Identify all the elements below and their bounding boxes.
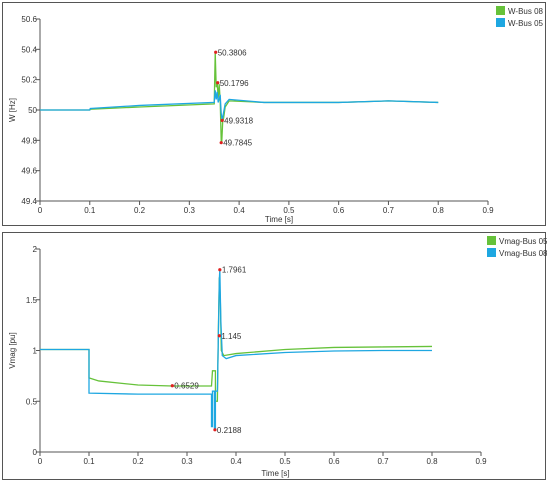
- chart-2-series-line-1: [40, 277, 433, 402]
- chart-2-annotation-marker: [170, 384, 174, 388]
- chart-1-x-tick-label: 0.6: [333, 206, 345, 215]
- chart-1-y-tick-label: 49.6: [21, 167, 37, 176]
- chart-1-series-line-2: [40, 90, 439, 121]
- chart-2-x-tick-label: 0.9: [475, 457, 487, 466]
- chart-2-annotation-label: 0.2188: [217, 426, 242, 435]
- chart-2-y-tick-label: 1: [33, 347, 38, 356]
- chart-2-y-tick-label: 0.5: [26, 397, 38, 406]
- chart-2-annotation-marker: [218, 268, 222, 272]
- chart-1-x-tick-label: 0.7: [383, 206, 395, 215]
- chart-2-legend-label: Vmag-Bus 05: [499, 237, 547, 246]
- chart-2-x-tick-label: 0.5: [279, 457, 291, 466]
- chart-2-y-tick-label: 2: [33, 245, 38, 254]
- chart-1-x-tick-label: 0.1: [84, 206, 96, 215]
- chart-1-x-tick-label: 0.5: [283, 206, 295, 215]
- chart-1-annotation-label: 49.7845: [223, 139, 252, 148]
- chart-1-y-tick-label: 49.4: [21, 197, 37, 206]
- chart-2-annotation-marker: [217, 334, 221, 338]
- chart-2-annotation-marker: [213, 428, 217, 432]
- chart-1-annotation-marker: [219, 141, 223, 145]
- chart-2-legend-label: Vmag-Bus 08: [499, 249, 547, 258]
- chart-1-legend-label: W-Bus 08: [508, 7, 544, 16]
- chart-1-x-tick-label: 0.2: [134, 206, 146, 215]
- chart-2-annotation-label: 0.6529: [174, 382, 199, 391]
- chart-1-y-tick-label: 49.8: [21, 136, 37, 145]
- chart-1-annotation-label: 50.1796: [220, 79, 249, 88]
- chart-1-annotation-marker: [220, 118, 224, 122]
- voltage-chart-panel: 0 0.1 0.2 0.3 0.4 0.5 0.6 0.7 0.8 0.9 0 0.5 1 1.5 2 Tim…: [2, 232, 547, 480]
- chart-2-y-tick-label: 1.5: [26, 296, 38, 305]
- chart-2-annotation-label: 1.145: [221, 332, 242, 341]
- chart-1-x-tick-label: 0.9: [482, 206, 494, 215]
- chart-2-legend-swatch: [487, 248, 496, 257]
- chart-2-series-line-2: [40, 269, 432, 431]
- chart-2-x-axis-label: Time [s]: [261, 469, 289, 478]
- chart-2-annotation-label: 1.7961: [222, 266, 247, 275]
- chart-2-y-tick-label: 0: [33, 448, 38, 457]
- chart-2-x-tick-label: 0.8: [426, 457, 438, 466]
- chart-1-y-tick-label: 50.2: [21, 76, 37, 85]
- chart-1-legend-swatch: [496, 18, 505, 27]
- chart-1-y-tick-label: 50.4: [21, 45, 37, 54]
- chart-2-legend-swatch: [487, 236, 496, 245]
- chart-1-y-tick-label: 50.6: [21, 15, 37, 24]
- chart-1-y-axis-label: W [Hz]: [8, 98, 17, 122]
- chart-2-x-tick-label: 0: [38, 457, 43, 466]
- chart-1-annotation-marker: [216, 81, 220, 85]
- chart-1-y-tick-label: 50: [28, 106, 37, 115]
- chart-1-annotation-label: 49.9318: [224, 116, 253, 125]
- chart-1-x-tick-label: 0: [38, 206, 43, 215]
- chart-1-x-axis-label: Time [s]: [265, 215, 293, 224]
- chart-2-x-tick-label: 0.2: [132, 457, 144, 466]
- chart-2-x-tick-label: 0.1: [83, 457, 95, 466]
- chart-2-y-axis-label: Vmag [pu]: [8, 332, 17, 368]
- chart-2-x-tick-label: 0.3: [181, 457, 193, 466]
- chart-2-x-tick-label: 0.7: [377, 457, 389, 466]
- frequency-chart-panel: 0 0.1 0.2 0.3 0.4 0.5 0.6 0.7 0.8 0.9 49.4 49.6 49.8…: [2, 2, 546, 226]
- chart-1-x-tick-label: 0.4: [234, 206, 246, 215]
- chart-1-annotation-marker: [214, 50, 218, 54]
- frequency-chart: 0 0.1 0.2 0.3 0.4 0.5 0.6 0.7 0.8 0.9 49.4 49.6 49.8…: [8, 6, 544, 224]
- voltage-chart: 0 0.1 0.2 0.3 0.4 0.5 0.6 0.7 0.8 0.9 0 0.5 1 1.5 2 Tim…: [8, 236, 547, 478]
- chart-1-legend-label: W-Bus 05: [508, 19, 544, 28]
- chart-2-x-tick-label: 0.4: [230, 457, 242, 466]
- chart-1-legend-swatch: [496, 6, 505, 15]
- chart-1-x-tick-label: 0.8: [433, 206, 445, 215]
- chart-2-x-tick-label: 0.6: [328, 457, 340, 466]
- chart-1-series-line-1: [40, 52, 439, 144]
- chart-1-x-tick-label: 0.3: [184, 206, 196, 215]
- chart-1-annotation-label: 50.3806: [218, 48, 247, 57]
